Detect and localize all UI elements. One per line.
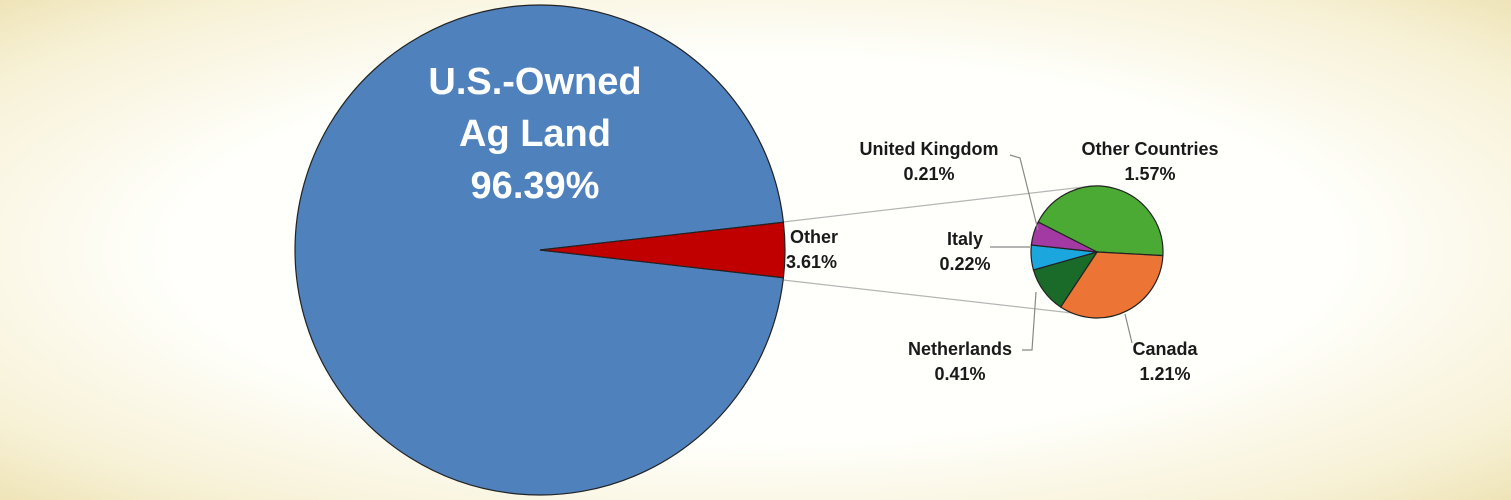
connector-line — [782, 279, 1073, 314]
slice-name: Netherlands — [908, 339, 1012, 359]
leader-line — [1009, 154, 1039, 231]
pie-slice — [1030, 221, 1098, 253]
slice-name: Other — [790, 227, 838, 247]
connector-line — [782, 185, 1093, 223]
pie-slice — [294, 4, 785, 496]
leader-line — [1124, 313, 1133, 344]
slice-value: 96.39% — [470, 165, 600, 207]
pie-slice — [1037, 185, 1164, 257]
slice-name: Italy — [947, 229, 983, 249]
slice-name: Other Countries — [1081, 139, 1218, 159]
pie-slice — [539, 221, 786, 279]
leader-line — [1022, 291, 1037, 351]
slice-name: U.S.-Owned Ag Land — [428, 61, 642, 155]
connectors — [782, 185, 1093, 314]
slice-value: 1.57% — [1124, 164, 1175, 184]
slice-value: 3.61% — [786, 252, 837, 272]
slice-value: 0.21% — [903, 164, 954, 184]
slice-name: Canada — [1132, 339, 1198, 359]
slice-value: 0.22% — [939, 254, 990, 274]
slice-value: 1.21% — [1139, 364, 1190, 384]
slice-value: 0.41% — [934, 364, 985, 384]
slice-name: United Kingdom — [860, 139, 999, 159]
main-slice-label: U.S.-Owned Ag Land 96.39% — [400, 56, 670, 212]
